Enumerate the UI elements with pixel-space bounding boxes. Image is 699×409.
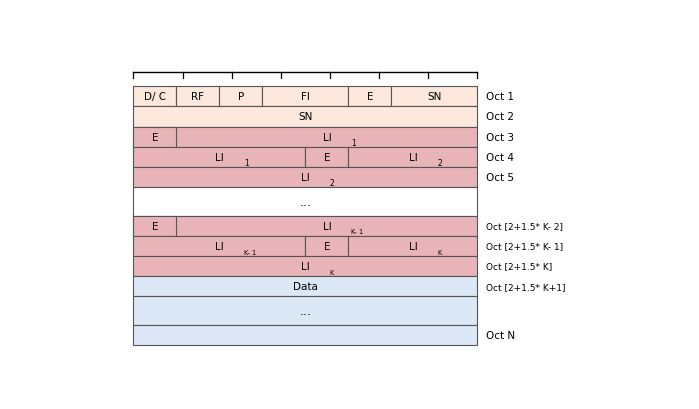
Text: 2: 2 [438, 159, 442, 168]
Text: ...: ... [299, 196, 312, 208]
Text: Oct [2+1.5* K- 1]: Oct [2+1.5* K- 1] [486, 242, 563, 251]
Text: Oct [2+1.5* K+1]: Oct [2+1.5* K+1] [486, 282, 565, 291]
Text: SN: SN [427, 92, 442, 102]
Text: Data: Data [293, 282, 318, 292]
Text: LI: LI [215, 153, 224, 162]
Text: E: E [152, 221, 158, 231]
Text: ...: ... [299, 304, 312, 317]
Bar [134, 188, 477, 216]
Bar [176, 87, 219, 107]
Bar [391, 87, 477, 107]
Text: LI: LI [301, 173, 310, 183]
Text: SN: SN [298, 112, 312, 122]
Text: Oct 2: Oct 2 [486, 112, 514, 122]
Text: LI: LI [322, 133, 331, 142]
Text: FI: FI [301, 92, 310, 102]
Text: K- 1: K- 1 [244, 249, 256, 255]
Bar [219, 87, 262, 107]
Bar [134, 107, 477, 127]
Bar [134, 276, 477, 297]
Bar [305, 236, 348, 256]
Bar [348, 147, 477, 168]
Text: LI: LI [408, 241, 417, 251]
Text: 1: 1 [352, 139, 356, 148]
Text: K: K [330, 269, 334, 275]
Bar [348, 236, 477, 256]
Text: Oct 3: Oct 3 [486, 133, 514, 142]
Text: D/ C: D/ C [144, 92, 166, 102]
Text: Oct N: Oct N [486, 330, 514, 340]
Bar [134, 325, 477, 345]
Bar [134, 127, 176, 147]
Text: E: E [324, 153, 330, 162]
Bar [134, 127, 477, 147]
Bar [134, 87, 176, 107]
Bar [348, 87, 391, 107]
Text: 2: 2 [330, 179, 335, 188]
Text: 1: 1 [244, 159, 249, 168]
Bar [134, 147, 305, 168]
Text: Oct 4: Oct 4 [486, 153, 514, 162]
Text: RF: RF [192, 92, 204, 102]
Bar [134, 256, 477, 276]
Text: Oct 1: Oct 1 [486, 92, 514, 102]
Text: K- 1: K- 1 [352, 229, 363, 235]
Text: Oct [2+1.5* K]: Oct [2+1.5* K] [486, 262, 552, 271]
Bar [134, 236, 305, 256]
Text: Oct 5: Oct 5 [486, 173, 514, 183]
Text: Oct [2+1.5* K- 2]: Oct [2+1.5* K- 2] [486, 222, 563, 231]
Text: LI: LI [215, 241, 224, 251]
Bar [134, 216, 176, 236]
Bar [262, 87, 348, 107]
Text: P: P [238, 92, 244, 102]
Text: E: E [324, 241, 330, 251]
Text: LI: LI [408, 153, 417, 162]
Text: K: K [438, 249, 442, 255]
Bar [134, 216, 477, 236]
Text: LI: LI [301, 261, 310, 272]
Bar [305, 147, 348, 168]
Bar [134, 297, 477, 325]
Bar [134, 168, 477, 188]
Text: E: E [367, 92, 373, 102]
Text: E: E [152, 133, 158, 142]
Text: LI: LI [322, 221, 331, 231]
